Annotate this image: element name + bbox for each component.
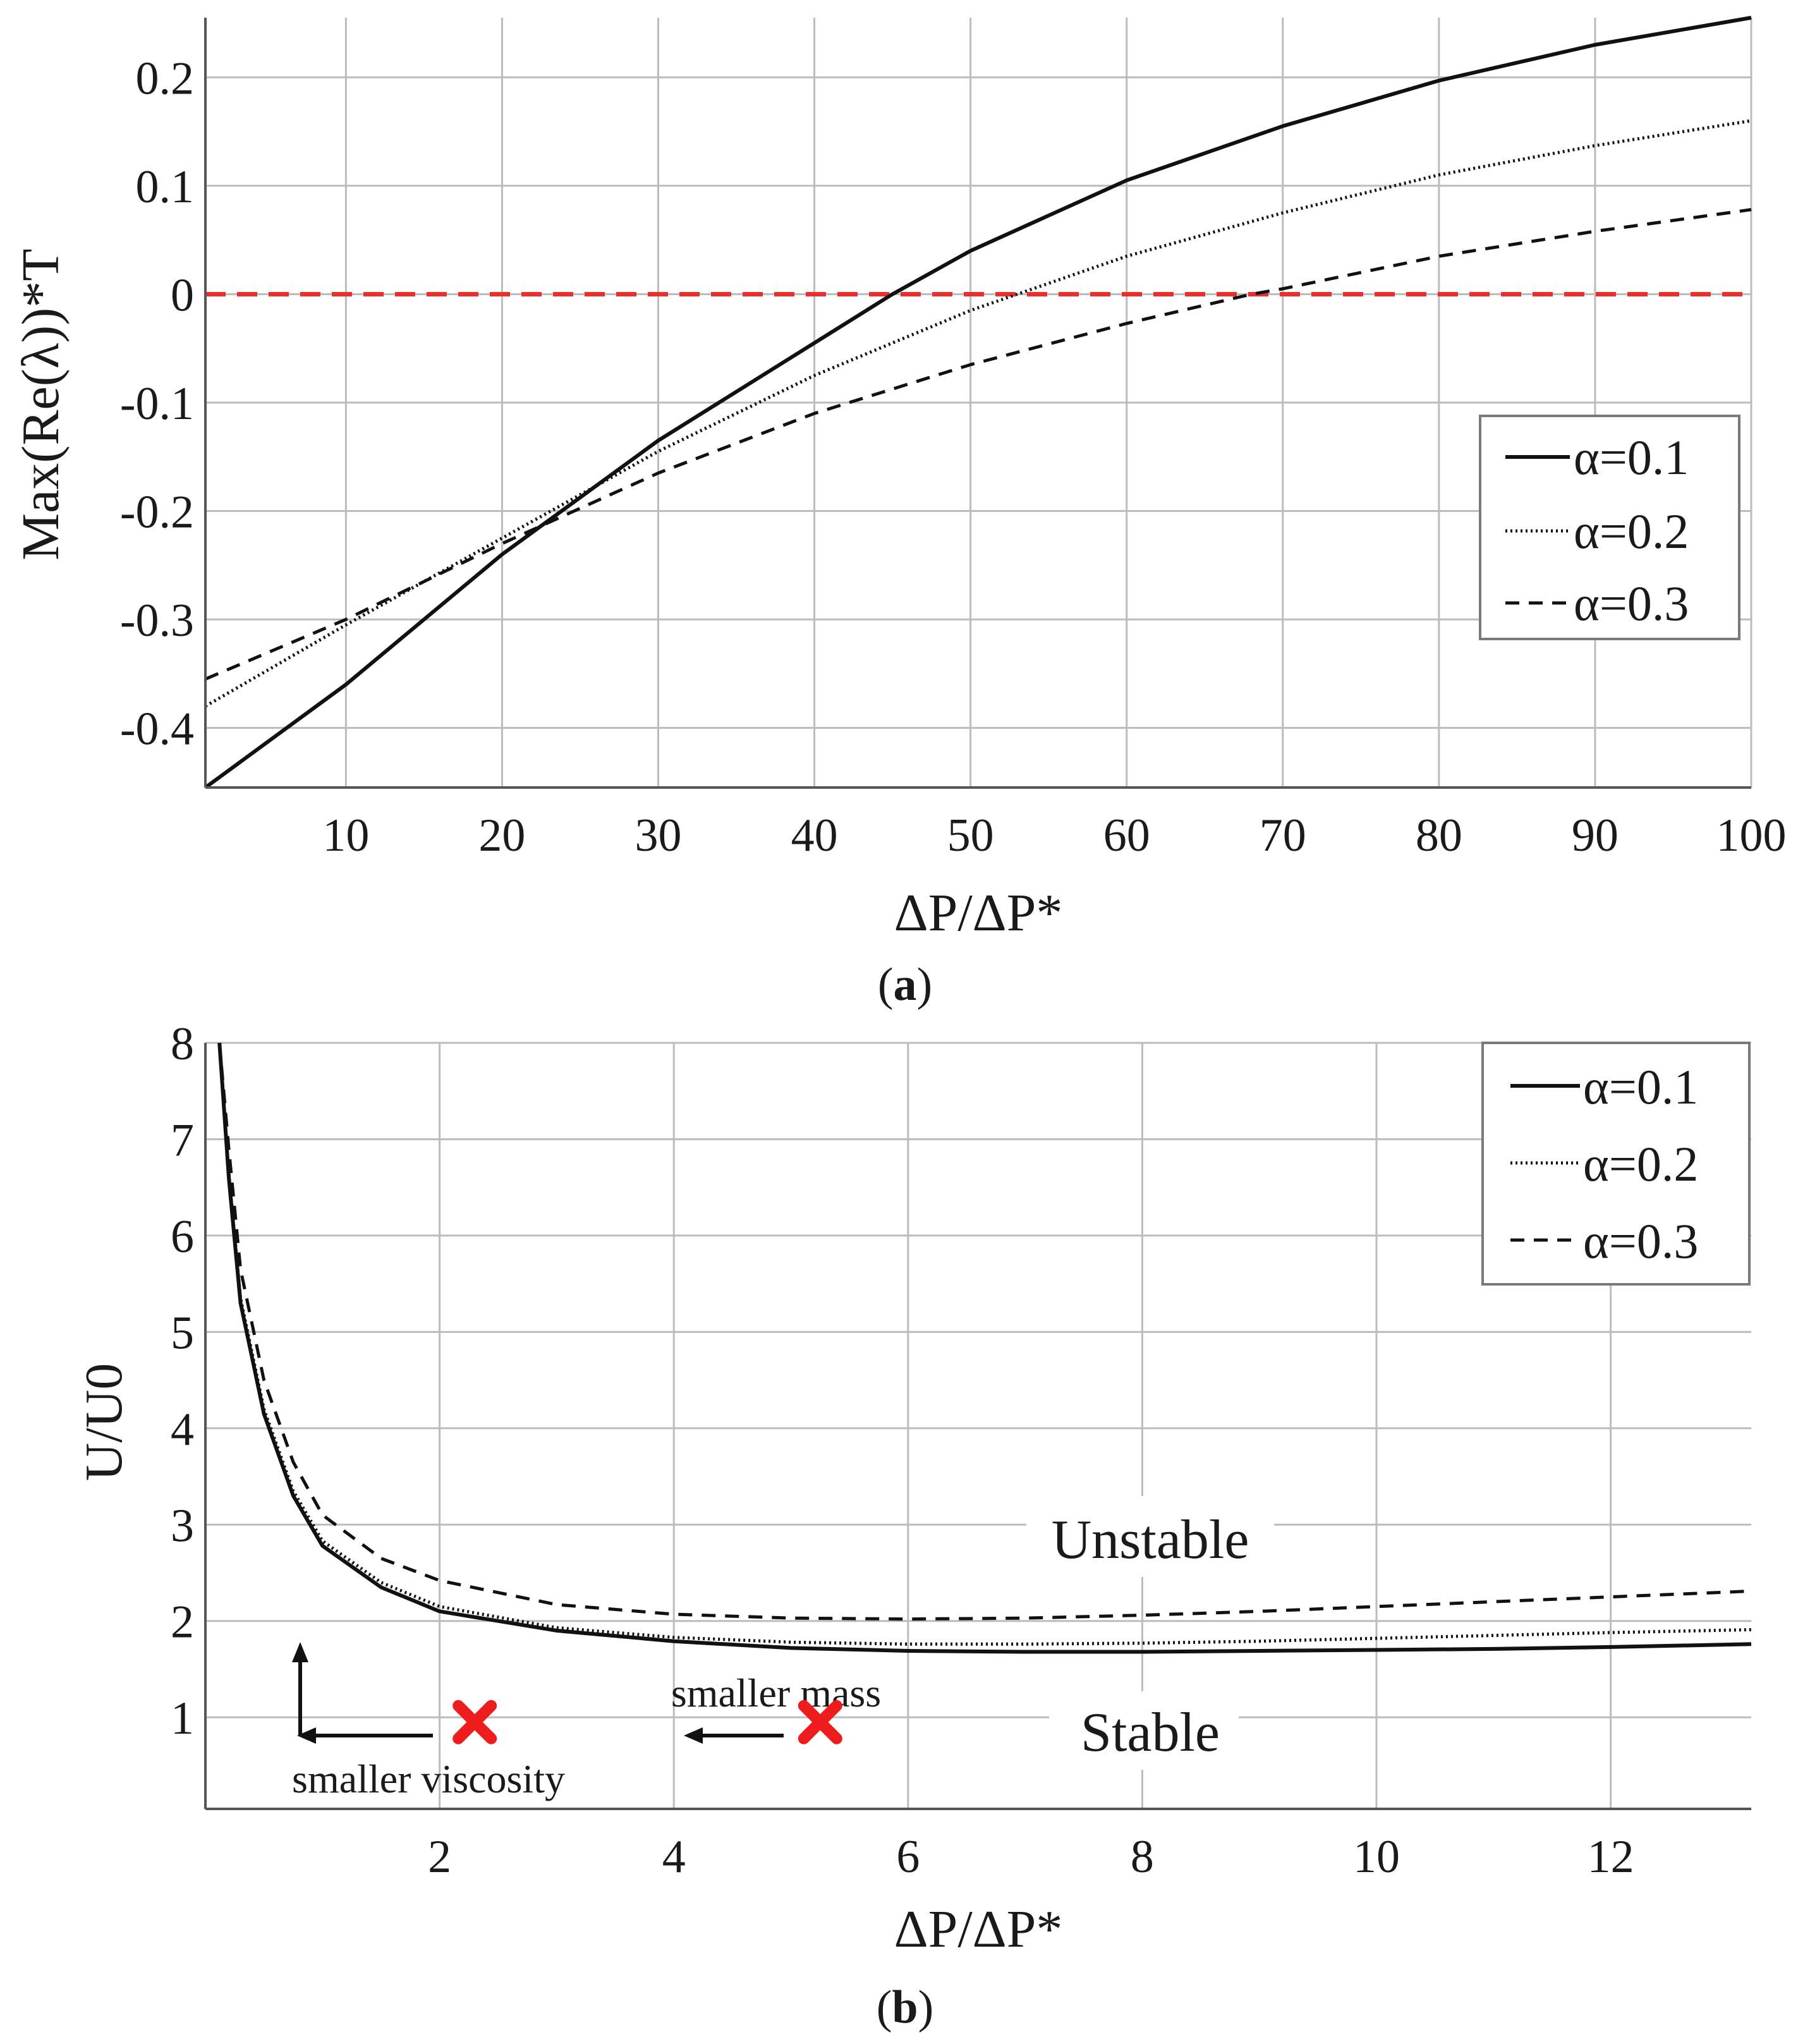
unstable-label-bg bbox=[1026, 1496, 1274, 1577]
series-lines-a bbox=[204, 16, 1752, 789]
y-tick-label-a-2: -0.2 bbox=[120, 487, 194, 538]
legend-label-b-0: α=0.1 bbox=[1583, 1059, 1698, 1114]
legend-box-a bbox=[1479, 415, 1740, 640]
series-line-b-2 bbox=[217, 1042, 1752, 1621]
x-tick-label-b-3: 8 bbox=[1131, 1831, 1154, 1883]
x-tick-label-a-9: 100 bbox=[1716, 810, 1787, 861]
chart-panel-b: Unstable Stable smaller viscosity smalle… bbox=[75, 1018, 1752, 2033]
x-tick-labels-a: 10 20 30 40 50 60 70 80 90 100 bbox=[322, 810, 1786, 861]
panel-caption-letter-b: b bbox=[892, 1981, 918, 2033]
x-axis-label-b: ΔP/ΔP* bbox=[894, 1900, 1063, 1959]
y-tick-label-b-5: 6 bbox=[171, 1211, 194, 1263]
y-axis-label-b: U/U0 bbox=[75, 1363, 133, 1481]
chart-panel-a: 10 20 30 40 50 60 70 80 90 100 -0.4 -0.3 -0.2 -0.1 0 0… bbox=[11, 16, 1787, 1011]
y-tick-labels-b: 1 2 3 4 5 6 7 8 bbox=[171, 1018, 194, 1744]
x-tick-label-b-4: 10 bbox=[1353, 1831, 1400, 1883]
panel-caption-a: (a) bbox=[878, 959, 932, 1011]
series-line-a-1 bbox=[204, 119, 1752, 708]
unstable-label: Unstable bbox=[1052, 1509, 1249, 1571]
legend-label-a-1: α=0.2 bbox=[1574, 504, 1689, 559]
x-tick-label-a-3: 40 bbox=[791, 810, 838, 861]
y-axis-label-a: Max(Re(λ))*T bbox=[11, 248, 70, 560]
stable-label-bg bbox=[1049, 1691, 1239, 1770]
series-line-a-2 bbox=[205, 208, 1752, 681]
y-tick-label-b-6: 7 bbox=[171, 1114, 194, 1166]
y-tick-label-a-6: 0.2 bbox=[136, 52, 195, 104]
stable-label: Stable bbox=[1081, 1702, 1220, 1763]
y-tick-label-b-1: 2 bbox=[171, 1597, 194, 1648]
panel-caption-letter-a: a bbox=[894, 959, 917, 1011]
panel-caption-b: (b) bbox=[877, 1981, 933, 2033]
x-tick-label-b-2: 6 bbox=[896, 1831, 920, 1883]
x-tick-label-a-2: 30 bbox=[635, 810, 682, 861]
y-tick-label-b-0: 1 bbox=[171, 1693, 194, 1744]
smaller-viscosity-label: smaller viscosity bbox=[292, 1756, 565, 1801]
x-tick-label-a-8: 90 bbox=[1572, 810, 1619, 861]
x-marker-1 bbox=[798, 1700, 842, 1744]
x-tick-label-b-1: 4 bbox=[662, 1831, 686, 1883]
y-tick-label-b-3: 4 bbox=[171, 1404, 194, 1456]
x-tick-label-a-0: 10 bbox=[322, 810, 369, 861]
x-tick-label-b-5: 12 bbox=[1588, 1831, 1634, 1883]
x-tick-label-a-4: 50 bbox=[947, 810, 994, 861]
legend-label-a-2: α=0.3 bbox=[1574, 576, 1689, 631]
x-axis-label-a: ΔP/ΔP* bbox=[894, 884, 1063, 942]
y-tick-label-b-2: 3 bbox=[171, 1500, 194, 1552]
red-x-markers bbox=[452, 1700, 842, 1744]
axes-b bbox=[204, 1043, 1751, 1810]
grid-b bbox=[205, 1042, 1751, 1809]
x-marker-0 bbox=[452, 1700, 497, 1744]
y-tick-label-b-4: 5 bbox=[171, 1307, 194, 1359]
series-line-b-0 bbox=[217, 1042, 1752, 1654]
parameter-annotations: smaller viscosity smaller mass bbox=[292, 1642, 881, 1801]
left-arrow-head-mass bbox=[684, 1727, 703, 1744]
y-tick-label-a-1: -0.3 bbox=[120, 595, 194, 647]
series-lines-b bbox=[217, 1042, 1752, 1654]
x-tick-label-a-1: 20 bbox=[478, 810, 525, 861]
left-arrow-head-viscosity bbox=[297, 1727, 316, 1744]
y-tick-label-b-7: 8 bbox=[171, 1018, 194, 1070]
legend-b: α=0.1 α=0.2 α=0.3 bbox=[1481, 1042, 1751, 1286]
y-tick-label-a-4: 0 bbox=[171, 269, 194, 321]
y-tick-label-a-3: -0.1 bbox=[120, 378, 194, 430]
smaller-mass-label: smaller mass bbox=[671, 1670, 881, 1715]
x-tick-label-a-5: 60 bbox=[1103, 810, 1150, 861]
x-tick-label-a-7: 80 bbox=[1416, 810, 1462, 861]
series-line-b-1 bbox=[217, 1042, 1752, 1646]
x-tick-labels-b: 2 4 6 8 10 12 bbox=[428, 1831, 1634, 1883]
axes-a bbox=[204, 18, 1751, 789]
up-arrow-head bbox=[292, 1642, 308, 1662]
legend-label-a-0: α=0.1 bbox=[1574, 430, 1689, 485]
series-line-a-0 bbox=[204, 16, 1752, 789]
y-tick-label-a-0: -0.4 bbox=[120, 703, 194, 755]
legend-a: α=0.1 α=0.2 α=0.3 bbox=[1479, 415, 1740, 640]
y-tick-labels-a: -0.4 -0.3 -0.2 -0.1 0 0.1 0.2 bbox=[120, 52, 194, 755]
y-tick-label-a-5: 0.1 bbox=[136, 161, 195, 213]
legend-label-b-1: α=0.2 bbox=[1583, 1136, 1698, 1191]
legend-label-b-2: α=0.3 bbox=[1583, 1214, 1698, 1268]
x-tick-label-a-6: 70 bbox=[1260, 810, 1306, 861]
x-tick-label-b-0: 2 bbox=[428, 1831, 451, 1883]
stability-regions: Unstable Stable bbox=[1026, 1496, 1274, 1770]
